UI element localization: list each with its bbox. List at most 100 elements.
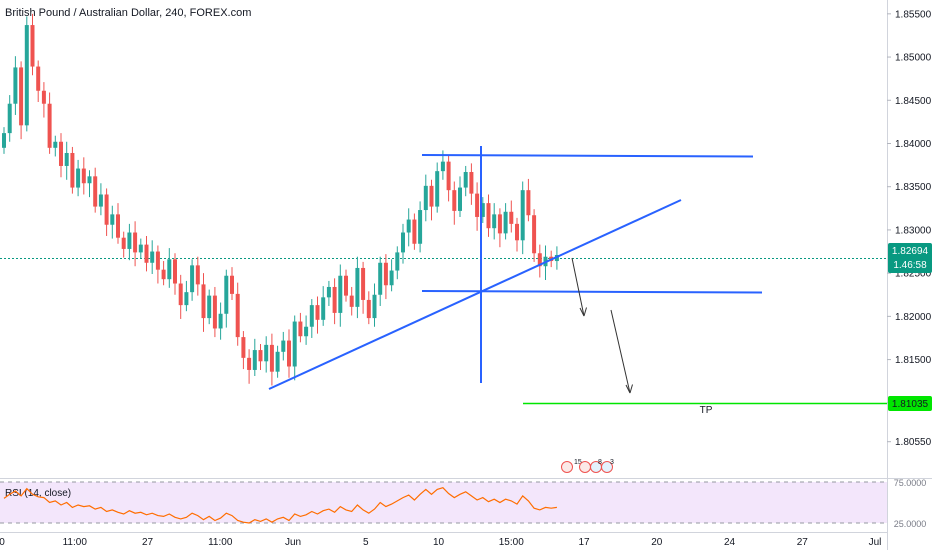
- candle-body: [344, 275, 348, 296]
- time-tick-label: 0: [0, 537, 5, 548]
- drawing-tools[interactable]: TP: [268, 146, 887, 416]
- candle-body: [389, 270, 394, 286]
- candle-body: [41, 90, 46, 104]
- rsi-label: RSI (14, close): [5, 488, 71, 499]
- candle-body: [155, 251, 160, 270]
- candle-body: [309, 305, 314, 327]
- event-count-1: 15: [574, 459, 582, 466]
- event-count-2: 8: [598, 459, 602, 466]
- candle-body: [110, 214, 115, 225]
- candle-body: [287, 340, 291, 367]
- candle-body: [138, 244, 143, 253]
- price-tick-label: 1.85500: [895, 9, 932, 20]
- time-tick-label: Jul: [869, 537, 882, 548]
- candle-body: [24, 25, 29, 126]
- candle-body: [2, 133, 6, 148]
- price-tick-label: 1.82500: [895, 269, 932, 280]
- candle-body: [7, 103, 12, 134]
- tp-price-value: 1.81035: [892, 399, 929, 410]
- candle-body: [121, 237, 126, 249]
- candle-body: [269, 344, 274, 372]
- candle-body: [520, 190, 525, 241]
- candle-body: [418, 210, 423, 244]
- candle-body: [104, 194, 109, 225]
- price-tick-label: 1.84500: [895, 96, 932, 107]
- candle-body: [201, 284, 206, 319]
- price-tick-label: 1.83500: [895, 182, 932, 193]
- price-tick-label: 1.81500: [895, 355, 932, 366]
- candle-body: [247, 357, 252, 370]
- candle-body: [475, 193, 480, 217]
- candle-body: [526, 190, 531, 216]
- price-tick-label: 1.85000: [895, 53, 932, 64]
- candle-body: [87, 176, 92, 184]
- resistance-line[interactable]: [421, 154, 754, 158]
- candle-body: [378, 262, 383, 295]
- au-flag-icon[interactable]: [601, 461, 613, 473]
- time-tick-label: 11:00: [208, 537, 233, 548]
- support-line[interactable]: [421, 290, 763, 294]
- candle-body: [184, 292, 189, 306]
- gb-flag-icon[interactable]: [561, 461, 573, 473]
- candle-body: [515, 223, 519, 241]
- candle-body: [423, 185, 428, 211]
- candle-body: [13, 67, 18, 104]
- candle-body: [224, 275, 229, 314]
- candle-body: [195, 265, 200, 285]
- rsi-upper-value: 75.0000: [894, 478, 927, 488]
- candle-body: [372, 294, 377, 319]
- candle-body: [150, 251, 155, 263]
- time-tick-label: 20: [651, 537, 663, 548]
- candle-body: [190, 265, 195, 293]
- time-tick-label: 17: [578, 537, 590, 548]
- candle-body: [81, 168, 86, 184]
- candle-body: [76, 168, 81, 188]
- candle-body: [93, 176, 98, 207]
- candle-body: [412, 219, 417, 244]
- candle-body: [281, 340, 286, 352]
- candle-body: [275, 351, 280, 372]
- price-tick-label: 1.83000: [895, 225, 932, 236]
- rsi-pane: RSI (14, close): [0, 478, 932, 524]
- chart-title: British Pound / Australian Dollar, 240, …: [5, 7, 251, 19]
- candle-body: [452, 190, 457, 211]
- time-tick-label: 27: [797, 537, 809, 548]
- forecast-arrow-1[interactable]: [571, 257, 585, 317]
- current-price-value: 1.82694: [892, 246, 929, 257]
- candle-body: [70, 152, 75, 188]
- candle-body: [258, 350, 263, 362]
- candle-body: [53, 141, 58, 148]
- candle-body: [338, 275, 343, 313]
- forecast-arrow-2[interactable]: [610, 309, 631, 394]
- candle-body: [503, 211, 508, 234]
- time-tick-label: Jun: [285, 537, 301, 548]
- candle-body: [59, 141, 63, 166]
- price-axis[interactable]: 1.805501.810001.815001.820001.825001.830…: [887, 9, 932, 448]
- candle-body: [349, 295, 354, 307]
- tp-price-badge: [888, 396, 932, 411]
- candle-body: [47, 103, 52, 148]
- candle-body: [429, 185, 434, 207]
- candle-body: [446, 161, 451, 191]
- candle-body: [401, 232, 405, 253]
- candle-body: [127, 232, 132, 249]
- candle-body: [326, 286, 331, 298]
- candle-body: [395, 252, 400, 271]
- candle-body: [332, 286, 337, 313]
- candle-body: [469, 172, 474, 194]
- candle-body: [480, 203, 485, 217]
- candle-body: [366, 299, 371, 319]
- candle-body: [173, 259, 177, 284]
- trend-line[interactable]: [268, 199, 682, 390]
- candle-body: [321, 297, 326, 320]
- economic-events[interactable]: 15 8 3: [561, 459, 615, 473]
- candle-body: [116, 214, 120, 238]
- time-tick-label: 10: [433, 537, 445, 548]
- gb-flag-icon[interactable]: [579, 461, 591, 473]
- price-tick-label: 1.80550: [895, 437, 932, 448]
- time-axis[interactable]: 0 11:00 27 11:00 Jun 5 10 15:00 17 20 24 27 Jul: [0, 537, 881, 548]
- candle-body: [235, 293, 240, 338]
